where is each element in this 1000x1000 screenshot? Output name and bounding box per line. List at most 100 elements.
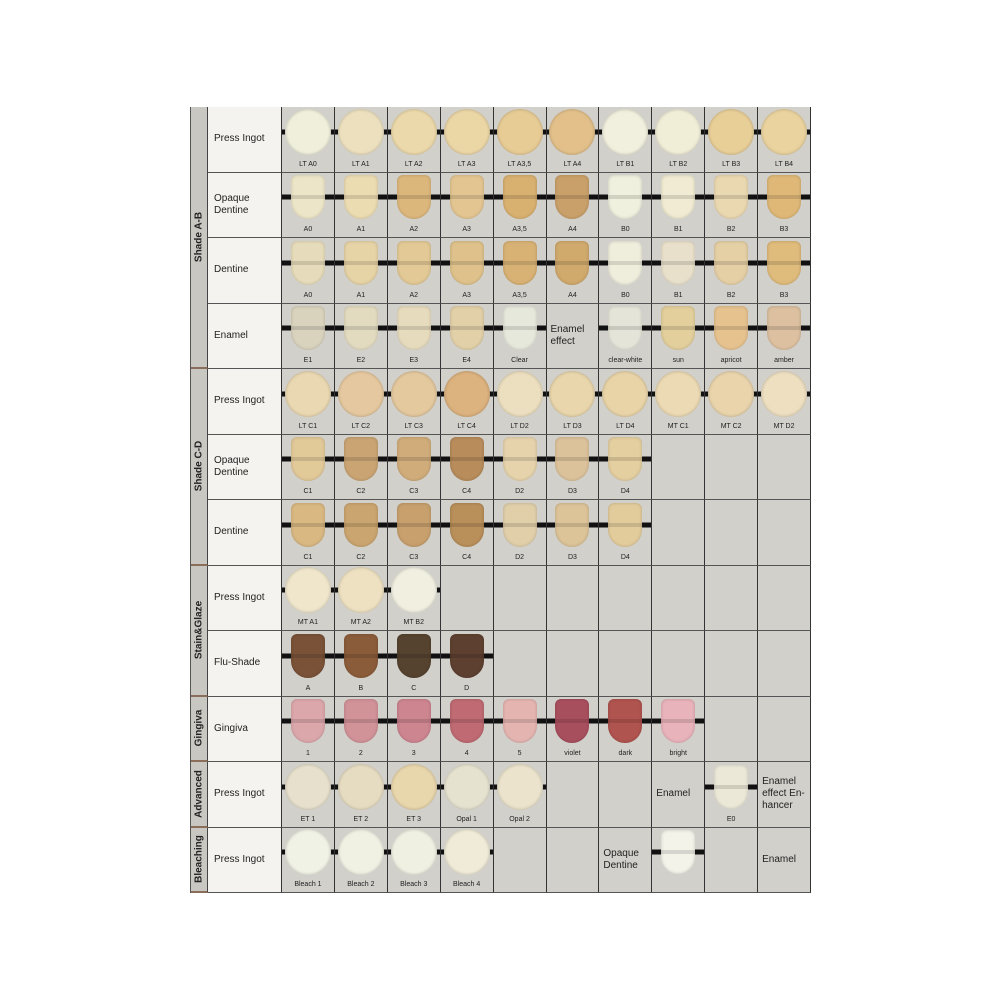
ingot-sample: [337, 829, 384, 875]
tab-sample: [449, 437, 484, 481]
tab-sample: [343, 699, 378, 743]
group-label: Shade C-D: [191, 369, 208, 566]
empty-cell: [758, 565, 811, 631]
tab-sample: [290, 502, 325, 547]
group-label: Bleaching: [191, 827, 208, 893]
shade-guide-board: Shade A-B Shade C-D Stain&Glaze Gingiva Adva…: [190, 107, 811, 893]
sample-cell: violet: [546, 696, 600, 762]
empty-cell: [652, 631, 706, 697]
empty-cell: [493, 565, 547, 631]
sample-cell: A4: [546, 238, 600, 304]
tab-sample: [449, 240, 484, 285]
sample-cell: A1: [334, 172, 388, 238]
sample-label: ET 1: [300, 815, 316, 823]
sample-label: bright: [669, 750, 687, 757]
tab-sample: [661, 175, 696, 219]
ingot-sample: [708, 108, 755, 155]
sample-cell: Bleach 1: [282, 827, 335, 893]
tab-sample: [396, 437, 431, 481]
sample-cell: 3: [387, 696, 441, 762]
empty-cell: [599, 631, 653, 697]
empty-cell: [599, 762, 653, 828]
empty-cell: [758, 500, 811, 566]
sample-label: B0: [621, 291, 630, 299]
ingot-sample: [284, 108, 331, 155]
sample-cell: [652, 827, 706, 893]
group-label-text: Shade A-B: [193, 211, 205, 263]
sample-label: D4: [620, 553, 630, 561]
sample-cell: 1: [282, 696, 335, 762]
sample-cell: bright: [652, 696, 706, 762]
ingot-sample: [337, 763, 384, 810]
empty-cell: [705, 631, 759, 697]
sample-label: LT C2: [351, 422, 371, 430]
sample-cell: A3,5: [493, 172, 547, 238]
sample-cell: B3: [758, 238, 811, 304]
sample-cell: 2: [334, 696, 388, 762]
ingot-sample: [390, 370, 437, 417]
tab-sample: [767, 240, 802, 285]
row-label: Opaque Dentine: [208, 434, 282, 500]
sample-label: A2: [409, 226, 419, 233]
sample-label: Bleach 2: [347, 881, 375, 888]
empty-cell: [546, 762, 600, 828]
tab-sample: [396, 633, 431, 678]
tab-sample: [449, 633, 484, 678]
sample-label: LT C1: [298, 422, 318, 430]
sample-cell: 5: [493, 696, 547, 762]
sample-cell: LT A4: [546, 107, 600, 173]
sample-label: Bleach 3: [400, 881, 428, 888]
sample-cell: C: [387, 631, 441, 697]
sample-label: LT A0: [299, 160, 317, 168]
row-label: Flu-Shade: [208, 631, 282, 697]
sample-cell: LT B2: [652, 107, 706, 173]
sample-label: E0: [726, 815, 736, 823]
ingot-sample: [602, 370, 649, 417]
sample-label: LT B3: [722, 160, 741, 168]
tab-sample: [502, 175, 537, 219]
sample-cell: 4: [440, 696, 494, 762]
sample-label: MT A1: [297, 619, 318, 626]
tab-sample: [502, 502, 537, 547]
sample-cell: LT C2: [334, 369, 388, 435]
sample-cell: LT A1: [334, 107, 388, 173]
sample-cell: A: [282, 631, 335, 697]
tab-sample: [608, 175, 643, 219]
sample-label: MT B2: [403, 619, 424, 626]
sample-label: Bleach 4: [453, 881, 481, 888]
sample-label: A: [305, 684, 311, 692]
sample-label: A4: [568, 291, 577, 299]
tab-sample: [502, 240, 537, 285]
tab-sample: [608, 306, 643, 350]
empty-cell: [652, 434, 706, 500]
ingot-sample: [549, 108, 596, 155]
row-label: Press Ingot: [208, 827, 282, 893]
ingot-sample: [708, 370, 755, 417]
sample-cell: A0: [282, 238, 335, 304]
ingot-sample: [284, 567, 331, 613]
sample-cell: C4: [440, 500, 494, 566]
ingot-sample: [443, 370, 490, 417]
row-label: Opaque Dentine: [208, 172, 282, 238]
row-label: Press Ingot: [208, 762, 282, 828]
sample-label: Opal 2: [509, 815, 530, 823]
sample-label: LT D2: [510, 422, 529, 430]
tab-sample: [767, 306, 802, 350]
sample-label: 2: [358, 750, 363, 757]
sample-cell: MT C2: [705, 369, 759, 435]
ingot-sample: [390, 763, 437, 810]
ingot-sample: [284, 370, 331, 417]
sample-cell: LT A3,5: [493, 107, 547, 173]
group-label: Shade A-B: [191, 107, 208, 369]
sample-cell: A0: [282, 172, 335, 238]
sample-label: 1: [305, 750, 310, 757]
tab-sample: [608, 240, 643, 285]
sample-label: LT A4: [563, 160, 582, 168]
sample-cell: LT A3: [440, 107, 494, 173]
sample-cell: E2: [334, 303, 388, 369]
tab-sample: [449, 175, 484, 219]
cell-text: Enamel: [762, 853, 796, 865]
row-label: Dentine: [208, 500, 282, 566]
sample-cell: LT C3: [387, 369, 441, 435]
sample-cell: C4: [440, 434, 494, 500]
